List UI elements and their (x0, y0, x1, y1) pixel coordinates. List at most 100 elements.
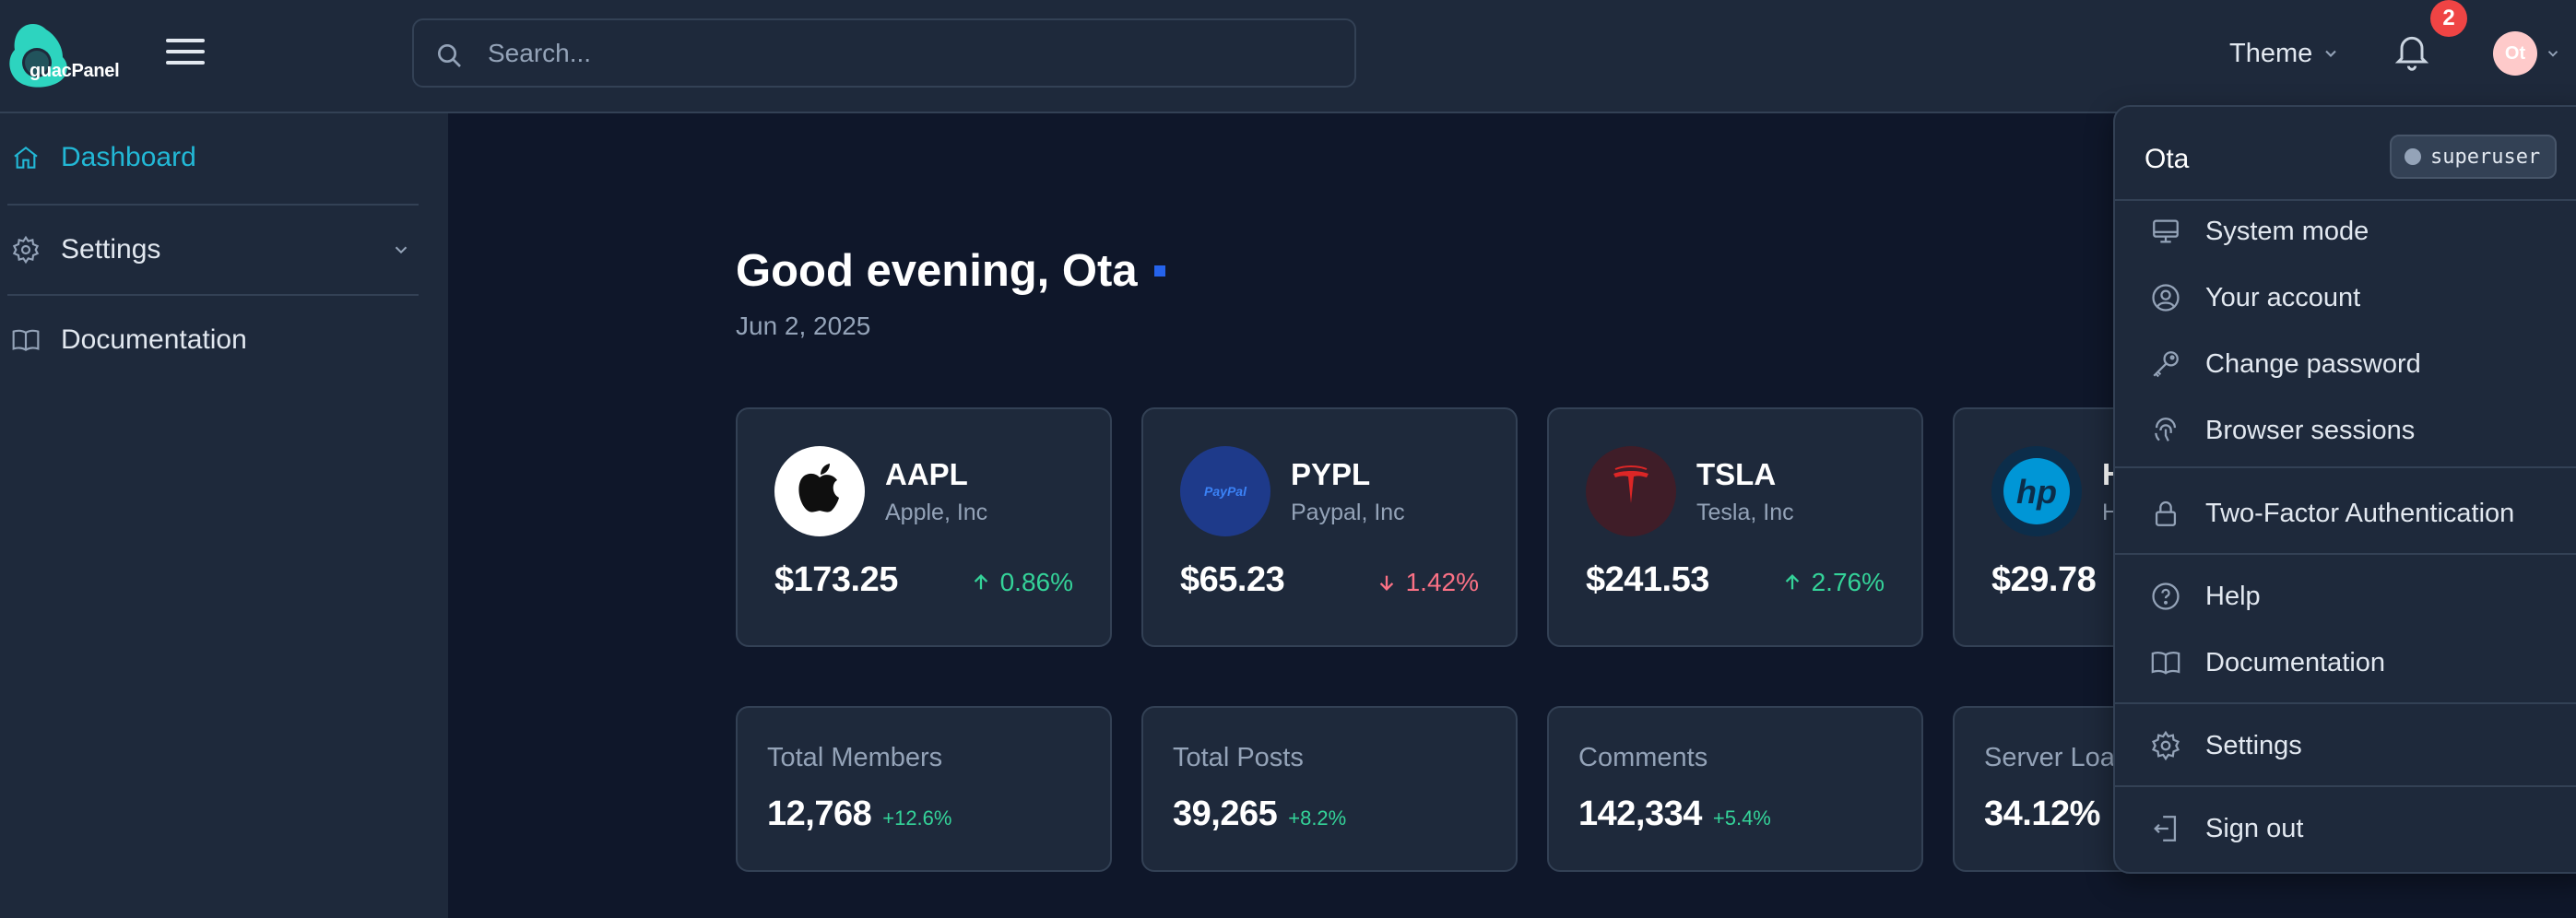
sidebar-item-label: Dashboard (61, 142, 196, 172)
sidebar-item-label: Settings (61, 234, 161, 265)
stat-label: Total Members (767, 743, 943, 772)
sidebar-item-label: Documentation (61, 324, 247, 355)
gear-icon (2151, 730, 2180, 761)
theme-label: Theme (2229, 38, 2313, 68)
menu-item-label: Settings (2205, 730, 2302, 760)
menu-divider (2115, 199, 2576, 201)
notification-count-badge: 2 (2430, 0, 2467, 37)
sidebar-item-dashboard[interactable]: Dashboard (0, 113, 420, 202)
stat-value: 142,334 +5.4% (1578, 794, 1771, 833)
stock-card-pypl[interactable]: PayPal PYPL Paypal, Inc $65.23 1.42% (1141, 407, 1518, 647)
stock-change: 1.42% (1377, 568, 1479, 597)
menu-item-documentation[interactable]: Documentation (2117, 632, 2576, 693)
chevron-down-icon (395, 246, 408, 254)
menu-item-system-mode[interactable]: System mode (2117, 201, 2576, 262)
sidebar: Dashboard Settings Documentation (0, 113, 448, 918)
menu-item-label: Change password (2205, 348, 2421, 379)
stock-price: $173.25 (774, 560, 898, 599)
svg-text:hp: hp (2016, 473, 2057, 511)
sidebar-item-documentation[interactable]: Documentation (0, 296, 420, 384)
search-input[interactable] (488, 20, 1336, 86)
apple-logo (774, 446, 865, 536)
stock-ticker: TSLA (1696, 457, 1777, 491)
menu-item-your-account[interactable]: Your account (2117, 267, 2576, 328)
menu-item-label: Two-Factor Authentication (2205, 498, 2515, 528)
sidebar-item-settings[interactable]: Settings (0, 206, 420, 294)
hp-logo: hp (1991, 446, 2082, 536)
menu-item-change-password[interactable]: Change password (2117, 334, 2576, 394)
sidebar-divider (7, 204, 419, 206)
menu-item-label: Help (2205, 581, 2261, 611)
gear-icon (12, 235, 40, 265)
menu-divider (2115, 785, 2576, 787)
arrow-down-icon (1379, 575, 1393, 591)
search-icon (438, 44, 461, 67)
tesla-logo (1586, 446, 1676, 536)
hamburger-menu-button[interactable] (166, 39, 205, 68)
user-menu-dropdown: Ota superuser System mode Your account C… (2113, 105, 2576, 874)
book-icon (2151, 652, 2180, 675)
stat-label: Total Posts (1173, 743, 1304, 772)
stock-price: $29.78 (1991, 560, 2097, 599)
menu-item-label: Your account (2205, 282, 2361, 312)
tesla-icon (1613, 465, 1648, 503)
key-icon (2153, 351, 2179, 378)
menu-item-sign-out[interactable]: Sign out (2117, 798, 2576, 859)
menu-item-label: System mode (2205, 216, 2369, 246)
lock-icon (2155, 500, 2177, 526)
apple-icon (798, 464, 839, 512)
menu-item-settings[interactable]: Settings (2117, 715, 2576, 776)
guac-logo-icon (9, 24, 67, 88)
sidebar-divider (7, 294, 419, 296)
stock-company-name: Apple, Inc (885, 500, 988, 525)
top-bar: guacPanel Theme 2 Ot (0, 0, 2576, 113)
menu-item-label: Documentation (2205, 647, 2386, 677)
bell-icon (2394, 36, 2429, 71)
hp-icon: hp (2003, 458, 2070, 524)
stock-ticker: AAPL (885, 457, 968, 491)
chevron-down-icon (2547, 51, 2558, 57)
monitor-icon (2153, 219, 2179, 243)
paypal-logo: PayPal (1180, 446, 1270, 536)
menu-item-label: Sign out (2205, 813, 2304, 843)
stat-change: +8.2% (1288, 806, 1347, 830)
stock-ticker: PYPL (1291, 457, 1371, 491)
notifications-button[interactable] (2392, 28, 2432, 80)
stock-price: $65.23 (1180, 560, 1285, 599)
menu-item-help[interactable]: Help (2117, 566, 2576, 627)
sign-out-icon (2154, 816, 2177, 842)
arrow-up-icon (1785, 574, 1799, 590)
stock-card-tsla[interactable]: TSLA Tesla, Inc $241.53 2.76% (1547, 407, 1923, 647)
stock-change: 0.86% (971, 568, 1073, 597)
stock-company-name: Tesla, Inc (1696, 500, 1794, 525)
stat-value: 39,265 +8.2% (1173, 794, 1347, 833)
cursor-dot (1153, 265, 1165, 277)
stock-price: $241.53 (1586, 560, 1709, 599)
chevron-down-icon (2325, 50, 2337, 57)
menu-divider (2115, 553, 2576, 555)
stock-card-aapl[interactable]: AAPL Apple, Inc $173.25 0.86% (736, 407, 1112, 647)
shield-icon (2405, 148, 2421, 165)
menu-item-two-factor[interactable]: Two-Factor Authentication (2117, 483, 2576, 544)
stat-card-members: Total Members 12,768 +12.6% (736, 706, 1112, 872)
user-circle-icon (2152, 284, 2180, 312)
stat-value: 12,768 +12.6% (767, 794, 952, 833)
help-circle-icon (2152, 583, 2180, 610)
page-title: Good evening, Ota (736, 245, 1165, 297)
user-menu-trigger[interactable]: Ot (2493, 31, 2561, 76)
stat-label: Comments (1578, 743, 1708, 772)
menu-item-browser-sessions[interactable]: Browser sessions (2117, 400, 2576, 461)
svg-text:PayPal: PayPal (1204, 484, 1247, 499)
role-badge: superuser (2390, 135, 2558, 179)
avatar: Ot (2493, 31, 2537, 76)
search-box[interactable] (412, 18, 1356, 88)
stat-change: +5.4% (1712, 806, 1771, 830)
stock-change: 2.76% (1782, 568, 1885, 597)
stat-change: +12.6% (882, 806, 952, 830)
fingerprint-icon (2155, 418, 2177, 441)
brand-logo[interactable]: guacPanel (6, 18, 125, 90)
current-date: Jun 2, 2025 (736, 312, 871, 340)
stat-card-comments: Comments 142,334 +5.4% (1547, 706, 1923, 872)
brand-name: guacPanel (30, 61, 120, 81)
theme-toggle-button[interactable]: Theme (2229, 33, 2340, 74)
